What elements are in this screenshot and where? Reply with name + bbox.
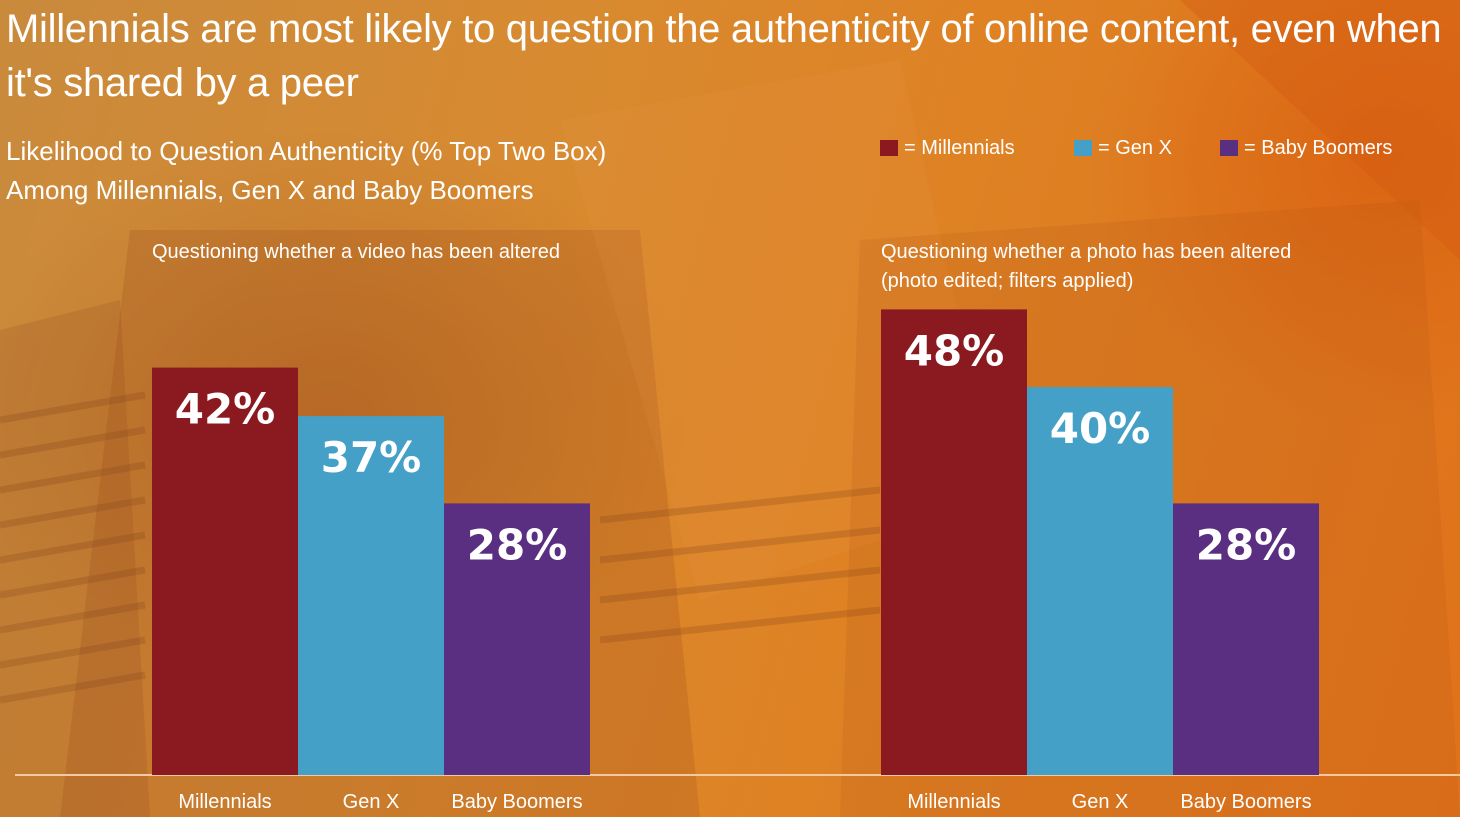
legend-label-gen-x: = Gen X [1098,137,1172,159]
legend-label-millennials: = Millennials [904,137,1015,159]
legend-swatch-gen-x [1074,140,1092,156]
value-label-video-millennials: 42% [175,385,276,434]
category-label-photo-baby-boomers: Baby Boomers [1180,791,1311,813]
value-label-photo-millennials: 48% [904,326,1005,375]
subtitle-line-2: Among Millennials, Gen X and Baby Boomer… [6,175,534,205]
bar-video-millennials [152,367,298,775]
category-label-video-millennials: Millennials [178,791,271,813]
value-label-photo-baby-boomers: 28% [1196,520,1297,569]
category-label-video-baby-boomers: Baby Boomers [451,791,582,813]
panel-subtitle-photo: (photo edited; filters applied) [881,270,1133,292]
value-label-video-baby-boomers: 28% [467,520,568,569]
panel-title-video: Questioning whether a video has been alt… [152,241,560,263]
panel-title-photo: Questioning whether a photo has been alt… [881,241,1291,263]
page-title: Millennials are most likely to question … [6,7,1442,105]
category-label-photo-gen-x: Gen X [1072,791,1129,813]
legend-swatch-millennials [880,140,898,156]
subtitle-line-1: Likelihood to Question Authenticity (% T… [6,136,607,166]
bar-video-baby-boomers [444,503,590,775]
bar-photo-baby-boomers [1173,503,1319,775]
bar-video-gen-x [298,416,444,775]
bar-photo-millennials [881,309,1027,775]
category-label-video-gen-x: Gen X [343,791,400,813]
legend-label-baby-boomers: = Baby Boomers [1244,137,1393,159]
value-label-photo-gen-x: 40% [1050,404,1151,453]
bar-photo-gen-x [1027,387,1173,775]
legend-swatch-baby-boomers [1220,140,1238,156]
value-label-video-gen-x: 37% [321,433,422,482]
category-label-photo-millennials: Millennials [907,791,1000,813]
chart-subtitle: Likelihood to Question Authenticity (% T… [6,132,766,210]
